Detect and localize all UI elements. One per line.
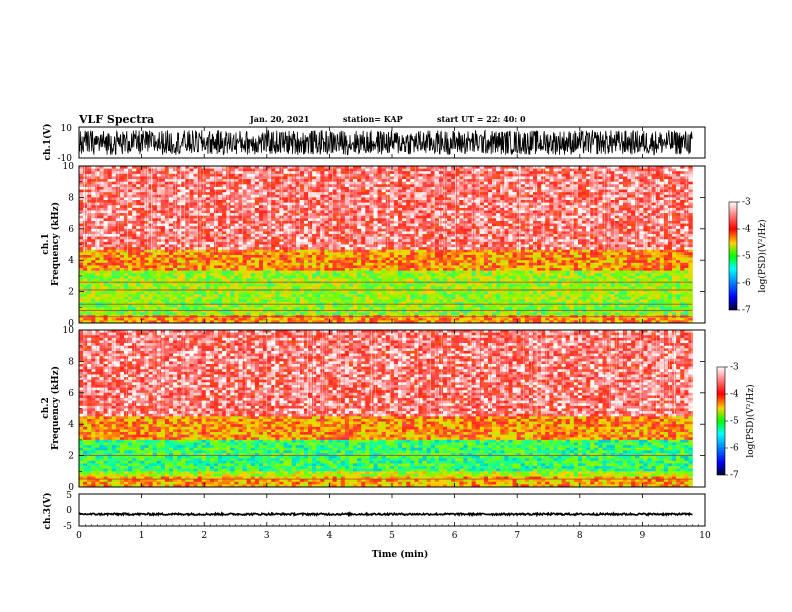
ch1-colorbar [728,201,738,311]
ytick-label: 10 [63,162,75,172]
ch1-ytick-bottom: -10 [58,154,73,164]
xtick-label: 8 [577,531,583,541]
ch1-colorbar-ticks: -3 -4 -5 -6 -7 [737,198,751,316]
ch3-waveform-trace [78,511,693,518]
chart-title: VLF Spectra [78,113,154,126]
ch1-waveform-panel: 10 -10 ch.1(V) [42,124,706,164]
ytick-label: 2 [68,288,74,298]
colorbar-tick-label: -4 [730,390,739,400]
colorbar-tick-label: -6 [742,279,751,289]
xtick-label: 0 [76,531,82,541]
colorbar-tick-label: -7 [742,306,751,316]
ch2-spectrogram-yticks: 0 2 4 6 8 10 [63,326,706,493]
xtick-label: 9 [640,531,646,541]
xtick-label: 6 [452,531,458,541]
xtick-label: 7 [514,531,520,541]
ch2-colorbar-ticks: -3 -4 -5 -6 -7 [725,363,739,481]
ch3-waveform-panel: 5 0 -5 ch.3(V) 0 1 2 3 4 5 6 7 8 9 10 Time (min) [42,491,711,560]
ch2-colorbar-label: log(PSD)(V²/Hz) [745,384,756,457]
ch3-waveform-ylabel: ch.3(V) [42,493,53,530]
ch1-ytick-top: 10 [61,124,73,134]
xtick-label: 1 [139,531,145,541]
ch1-waveform-trace [78,129,693,156]
ch1-colorbar-label: log(PSD)(V²/Hz) [757,219,768,292]
ytick-label: 8 [68,357,74,367]
ch3-waveform-frame [78,493,706,527]
ch2-spectrogram-ylabel: Frequency (kHz) [50,366,61,450]
xtick-label: 5 [389,531,395,541]
date-label: Jan. 20, 2021 [249,114,309,124]
ytick-label: 0 [68,319,74,329]
colorbar-tick-label: -3 [742,198,751,208]
ytick-label: 4 [68,256,74,266]
ch1-spectrogram-image [79,166,705,324]
ch2-spectrogram-image [79,330,705,488]
station-label: station= KAP [343,114,403,124]
ch1-spectrogram-ylabel: Frequency (kHz) [50,202,61,286]
ytick-label: 6 [68,225,74,235]
ch1-waveform-ylabel: ch.1(V) [42,124,53,161]
ch3-ytick-mid: 0 [66,506,72,516]
ch2-spectrogram-ylabel-channel: ch.2 [41,397,51,418]
xtick-label: 4 [327,531,333,541]
ytick-label: 10 [63,326,75,336]
colorbar-tick-label: -4 [742,225,751,235]
ch1-spectrogram-yticks: 0 2 4 6 8 10 [63,162,706,329]
ytick-label: 8 [68,193,74,203]
x-axis-ticks: 0 1 2 3 4 5 6 7 8 9 10 [76,494,711,541]
colorbar-tick-label: -3 [730,363,739,373]
ch3-ytick-top: 5 [66,491,72,501]
ytick-label: 6 [68,389,74,399]
ch1-spectrogram-ylabel-channel: ch.1 [41,233,51,254]
colorbar-tick-label: -7 [730,471,739,481]
ch3-ytick-bottom: -5 [63,522,72,532]
xtick-label: 3 [264,531,270,541]
colorbar-tick-label: -5 [730,417,739,427]
xtick-label: 2 [201,531,207,541]
xtick-label: 10 [699,531,711,541]
ytick-label: 2 [68,452,74,462]
colorbar-tick-label: -6 [730,444,739,454]
start-time-label: start UT = 22: 40: 0 [437,114,526,124]
colorbar-tick-label: -5 [742,252,751,262]
ch2-colorbar [716,366,726,476]
ytick-label: 0 [68,483,74,493]
x-axis-label: Time (min) [372,549,429,560]
ytick-label: 4 [68,420,74,430]
